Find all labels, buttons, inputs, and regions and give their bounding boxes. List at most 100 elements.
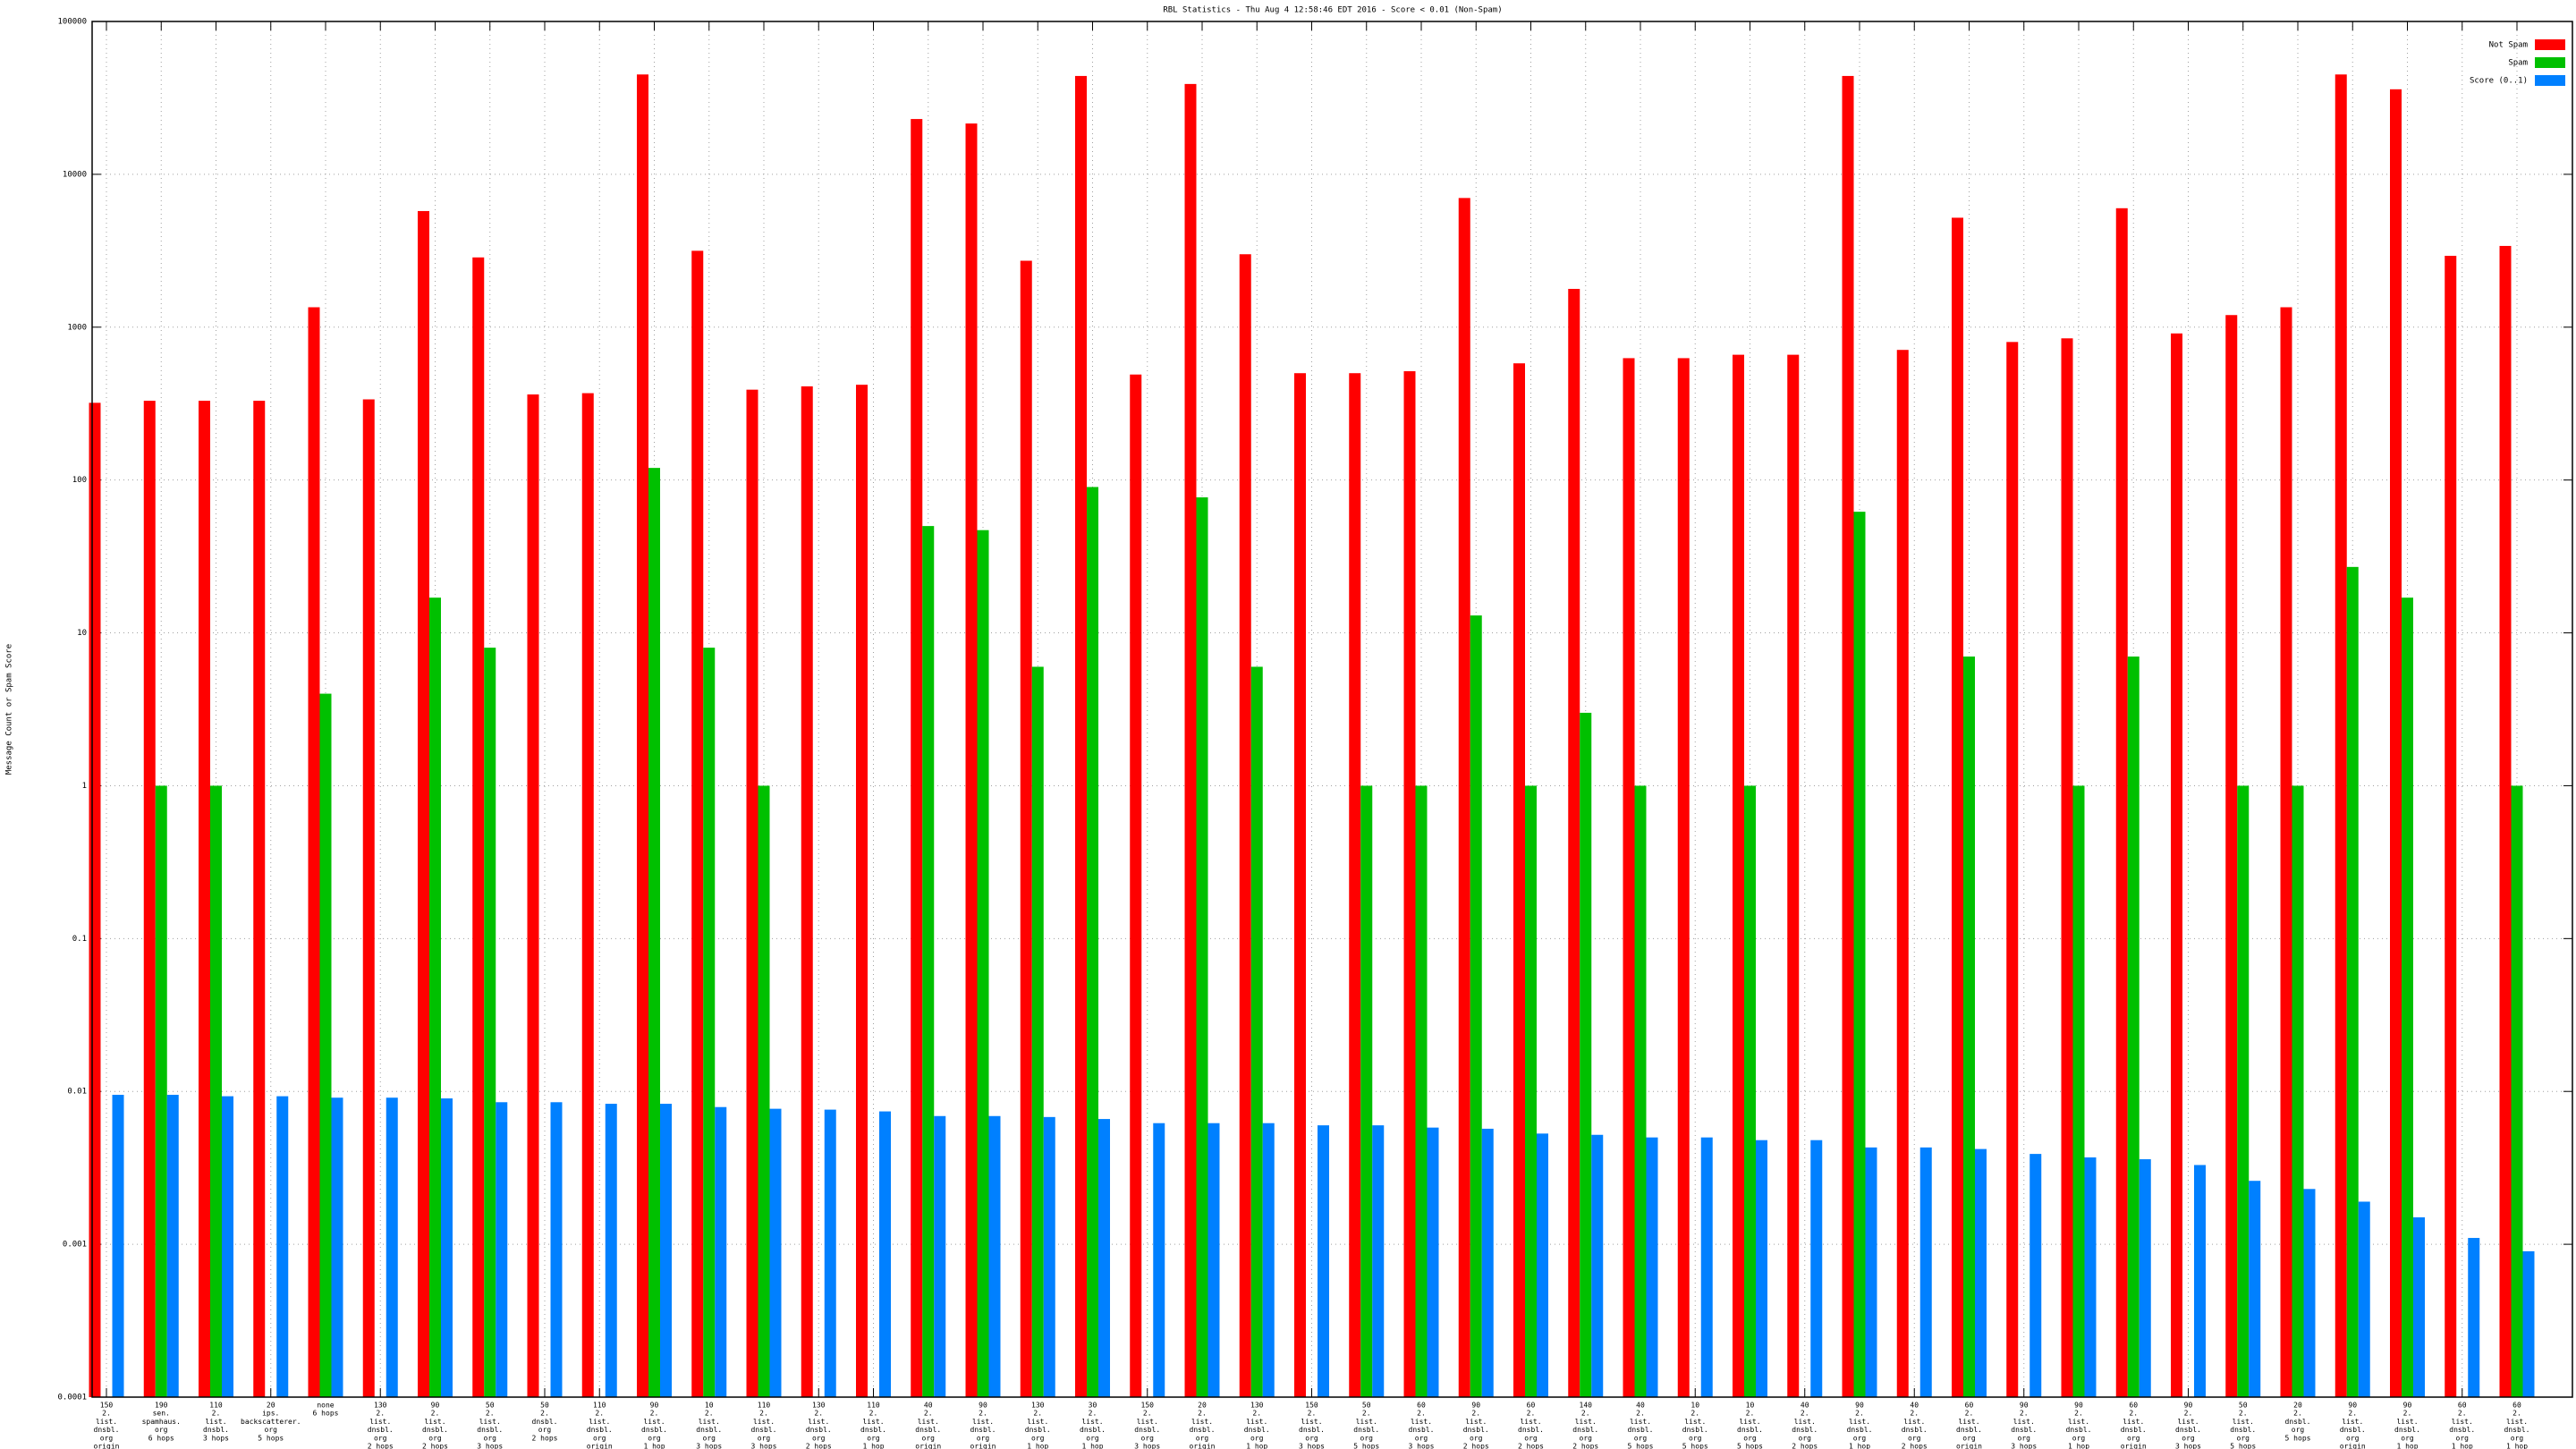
x-tick-label: org	[758, 1434, 771, 1442]
bar	[801, 386, 813, 1397]
bar	[703, 648, 716, 1397]
x-tick-label: org	[2511, 1434, 2524, 1442]
x-tick-label: 1 hop	[862, 1443, 884, 1449]
x-tick-label: 2.	[2184, 1410, 2193, 1418]
x-tick-label: none	[317, 1402, 334, 1410]
x-tick-label: 3 hops	[2175, 1443, 2201, 1449]
x-tick-label: org	[2401, 1434, 2414, 1442]
x-tick-label: 2 hops	[422, 1443, 448, 1449]
bar	[637, 74, 648, 1398]
x-tick-label: dnsbl.	[1080, 1426, 1106, 1434]
x-tick-label: org	[2456, 1434, 2470, 1442]
x-tick-label: dnsbl.	[2121, 1426, 2147, 1434]
bar	[879, 1111, 891, 1397]
bar	[1031, 666, 1044, 1397]
x-tick-label: 60	[2458, 1402, 2467, 1410]
bar	[472, 257, 485, 1397]
bar	[1975, 1148, 1987, 1397]
x-tick-label: 3 hops	[696, 1443, 722, 1449]
bar	[1020, 260, 1032, 1397]
x-tick-label: 2.	[2020, 1410, 2029, 1418]
x-tick-label: org	[1360, 1434, 1374, 1442]
x-tick-label: list.	[1465, 1418, 1487, 1426]
x-tick-label: 2.	[759, 1410, 768, 1418]
bar	[715, 1106, 727, 1397]
bar	[746, 389, 758, 1397]
bar	[2225, 315, 2238, 1397]
x-tick-label: dnsbl.	[915, 1426, 941, 1434]
bar	[934, 1115, 946, 1397]
x-tick-label: 2 hops	[368, 1443, 394, 1449]
x-tick-label: 5 hops	[1628, 1443, 1654, 1449]
x-tick-label: dnsbl.	[1190, 1426, 1216, 1434]
x-tick-label: 1 hop	[2452, 1443, 2473, 1449]
x-tick-label: 3 hops	[1134, 1443, 1160, 1449]
x-tick-label: org	[1196, 1434, 1209, 1442]
y-tick-label: 0.1	[72, 935, 87, 944]
x-tick-label: dnsbl.	[2449, 1426, 2475, 1434]
x-tick-label: dnsbl.	[2230, 1426, 2256, 1434]
x-tick-label: org	[1470, 1434, 1483, 1442]
x-tick-label: dnsbl.	[477, 1426, 503, 1434]
x-tick-label: 5 hops	[258, 1434, 284, 1442]
x-tick-label: 2.	[2239, 1410, 2248, 1418]
x-tick-label: 130	[1250, 1402, 1264, 1410]
x-tick-label: 1 hop	[1849, 1443, 1870, 1449]
bar	[824, 1109, 836, 1397]
x-tick-label: dnsbl.	[1299, 1426, 1325, 1434]
bar	[1842, 75, 1854, 1398]
x-tick-label: dnsbl.	[1244, 1426, 1270, 1434]
bar	[1208, 1123, 1220, 1397]
bar	[1153, 1123, 1165, 1397]
x-tick-label: 60	[1965, 1402, 1974, 1410]
x-tick-label: 130	[1031, 1402, 1045, 1410]
bar	[1250, 666, 1263, 1397]
bar	[1075, 75, 1087, 1398]
x-tick-label: 2 hops	[806, 1443, 832, 1449]
x-tick-label: origin	[915, 1443, 941, 1449]
bar	[441, 1098, 453, 1397]
bar	[922, 526, 935, 1397]
x-tick-label: 10	[1746, 1402, 1755, 1410]
bar	[856, 385, 868, 1397]
bar	[1634, 785, 1647, 1397]
bar	[977, 530, 989, 1397]
bar	[2346, 566, 2359, 1397]
bar	[2292, 785, 2304, 1397]
x-tick-label: 2.	[1801, 1410, 1809, 1418]
x-tick-label: 2 hops	[1518, 1443, 1544, 1449]
x-tick-label: 2.	[705, 1410, 714, 1418]
y-tick-label: 100	[72, 476, 87, 485]
bar	[1098, 1119, 1110, 1397]
x-tick-label: org	[155, 1426, 168, 1434]
x-tick-label: dnsbl.	[1628, 1426, 1654, 1434]
x-tick-label: dnsbl.	[2066, 1426, 2092, 1434]
x-tick-label: 2.	[814, 1410, 823, 1418]
x-tick-label: 2 hops	[1792, 1443, 1818, 1449]
x-tick-label: list.	[96, 1418, 117, 1426]
x-tick-label: list.	[424, 1418, 445, 1426]
x-tick-label: list.	[1081, 1418, 1103, 1426]
bar	[276, 1096, 289, 1397]
bar	[965, 123, 978, 1397]
bar	[911, 119, 923, 1398]
x-tick-label: 10	[1690, 1402, 1699, 1410]
x-tick-label: dnsbl.	[94, 1426, 120, 1434]
x-tick-label: 110	[593, 1402, 606, 1410]
bar	[1513, 363, 1525, 1397]
x-tick-label: 5 hops	[1737, 1443, 1763, 1449]
bar	[1415, 785, 1428, 1397]
x-tick-label: 2.	[1417, 1410, 1426, 1418]
x-tick-label: org	[2346, 1434, 2360, 1442]
bar	[550, 1102, 563, 1397]
x-tick-label: 2.	[1636, 1410, 1645, 1418]
bar	[429, 597, 441, 1397]
x-tick-label: 2.	[1252, 1410, 1261, 1418]
x-tick-label: dnsbl.	[1847, 1426, 1873, 1434]
x-tick-label: 2.	[1910, 1410, 1919, 1418]
x-tick-label: dnsbl.	[1792, 1426, 1818, 1434]
x-tick-label: origin	[94, 1443, 120, 1449]
bar	[1372, 1125, 1385, 1397]
x-tick-label: list.	[1411, 1418, 1432, 1426]
x-tick-label: dnsbl.	[696, 1426, 722, 1434]
